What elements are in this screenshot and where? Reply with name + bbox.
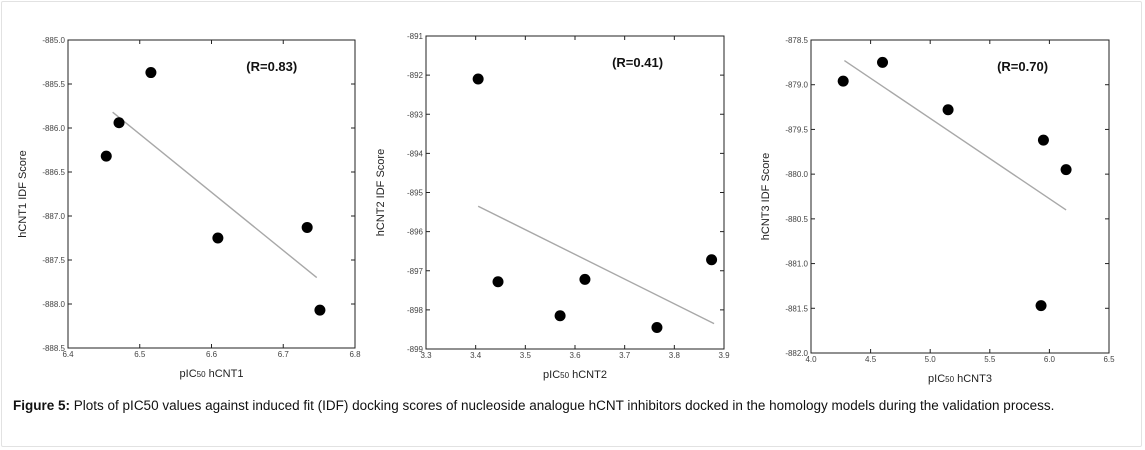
chart-3-plot-frame <box>810 39 1110 354</box>
chart-3-data-point <box>877 56 889 68</box>
chart-2-ytick-label: -894 <box>407 149 424 158</box>
chart-2-data-point <box>554 310 566 322</box>
charts-canvas: -885.0 -885.5 -886.0 -886.5 -887.0 -887.5 -888… <box>17 32 1115 385</box>
chart-1-xtick-label: 6.5 <box>134 350 146 359</box>
chart-2-xtick-label: 3.7 <box>619 351 631 360</box>
chart-1-ytick-label: -887.0 <box>42 212 65 221</box>
chart-2-xlabel: pIC50 hCNT2 <box>543 369 607 381</box>
chart-2-xtick-label: 3.5 <box>520 351 532 360</box>
chart-1-ytick-label: -888.0 <box>42 300 65 309</box>
chart-3-r-annotation: (R=0.70) <box>997 59 1048 74</box>
chart-2-ytick-label: -898 <box>407 306 424 315</box>
chart-2-data-point <box>706 254 718 266</box>
chart-3-ytick-label: -878.5 <box>785 36 808 45</box>
chart-2-ytick-label: -893 <box>407 110 424 119</box>
chart-1-xtick-label: 6.7 <box>278 350 290 359</box>
chart-3: -878.5 -879.0 -879.5 -880.0 -880.5 -881.0 -881… <box>760 36 1115 385</box>
chart-2-xtick-label: 3.8 <box>669 351 681 360</box>
chart-1-ylabel: hCNT1 IDF Score <box>17 150 29 237</box>
chart-1-ytick-label: -888.5 <box>42 344 65 353</box>
chart-2-ytick-label: -899 <box>407 345 424 354</box>
chart-2-xtick-label: 3.6 <box>569 351 581 360</box>
chart-1-fit-line <box>112 111 318 279</box>
chart-1-ytick-label: -886.0 <box>42 124 65 133</box>
chart-1-ytick-label: -885.0 <box>42 36 65 45</box>
chart-2-data-point <box>579 273 591 285</box>
chart-2-ytick-label: -891 <box>407 32 424 41</box>
chart-3-data-point <box>1037 134 1049 146</box>
chart-3-ytick-label: -880.5 <box>785 215 808 224</box>
chart-1: -885.0 -885.5 -886.0 -886.5 -887.0 -887.5 -888… <box>17 36 361 380</box>
chart-2-ytick-label: -897 <box>407 267 424 276</box>
caption-text: Plots of pIC50 values against induced fi… <box>73 398 1055 413</box>
figure-caption: Figure 5: Plots of pIC50 values against … <box>13 396 1133 415</box>
chart-1-data-point <box>301 221 313 233</box>
chart-2-xtick-label: 3.4 <box>470 351 482 360</box>
caption-prefix: Figure 5: <box>13 398 71 413</box>
chart-2-fit-line <box>477 205 715 325</box>
chart-2-xtick-label: 3.9 <box>718 351 730 360</box>
chart-2-ylabel: hCNT2 IDF Score <box>375 149 387 236</box>
chart-3-xtick-label: 6.5 <box>1103 355 1115 364</box>
chart-1-xtick-label: 6.4 <box>62 350 74 359</box>
chart-1-ytick-label: -886.5 <box>42 168 65 177</box>
chart-2-xtick-label: 3.3 <box>420 351 432 360</box>
chart-3-ytick-label: -881.0 <box>785 260 808 269</box>
chart-3-ylabel: hCNT3 IDF Score <box>760 153 772 240</box>
chart-3-ytick-label: -879.5 <box>785 125 808 134</box>
chart-3-data-point <box>1060 164 1072 176</box>
chart-3-data-point <box>1035 300 1047 312</box>
chart-3-xtick-label: 5.0 <box>925 355 937 364</box>
chart-3-xtick-label: 4.0 <box>805 355 817 364</box>
chart-3-xlabel: pIC50 hCNT3 <box>928 373 992 385</box>
chart-2-ytick-label: -896 <box>407 228 424 237</box>
chart-1-data-point <box>145 67 157 79</box>
chart-3-fit-line <box>843 59 1067 211</box>
chart-1-r-annotation: (R=0.83) <box>246 59 297 74</box>
chart-3-xtick-label: 6.0 <box>1044 355 1056 364</box>
chart-3-data-point <box>837 75 849 87</box>
chart-1-xtick-label: 6.6 <box>206 350 218 359</box>
chart-2-ytick-label: -895 <box>407 189 424 198</box>
chart-1-ytick-label: -887.5 <box>42 256 65 265</box>
chart-2-data-point <box>472 73 484 85</box>
chart-1-data-point <box>113 117 125 129</box>
chart-3-ytick-label: -880.0 <box>785 170 808 179</box>
chart-1-xtick-label: 6.8 <box>349 350 361 359</box>
chart-1-ytick-label: -885.5 <box>42 80 65 89</box>
chart-2-r-annotation: (R=0.41) <box>612 55 663 70</box>
chart-3-ytick-label: -882.0 <box>785 349 808 358</box>
chart-1-data-point <box>100 150 112 162</box>
chart-1-xlabel: pIC50 hCNT1 <box>180 368 244 380</box>
chart-2-ytick-label: -892 <box>407 71 424 80</box>
chart-3-ytick-label: -879.0 <box>785 81 808 90</box>
chart-3-ytick-label: -881.5 <box>785 304 808 313</box>
chart-3-data-point <box>942 104 954 116</box>
chart-3-xtick-label: 4.5 <box>865 355 877 364</box>
chart-2-data-point <box>651 321 663 333</box>
chart-3-xtick-label: 5.5 <box>984 355 996 364</box>
chart-1-data-point <box>314 304 326 316</box>
chart-1-data-point <box>212 232 224 244</box>
chart-2-data-point <box>492 276 504 288</box>
